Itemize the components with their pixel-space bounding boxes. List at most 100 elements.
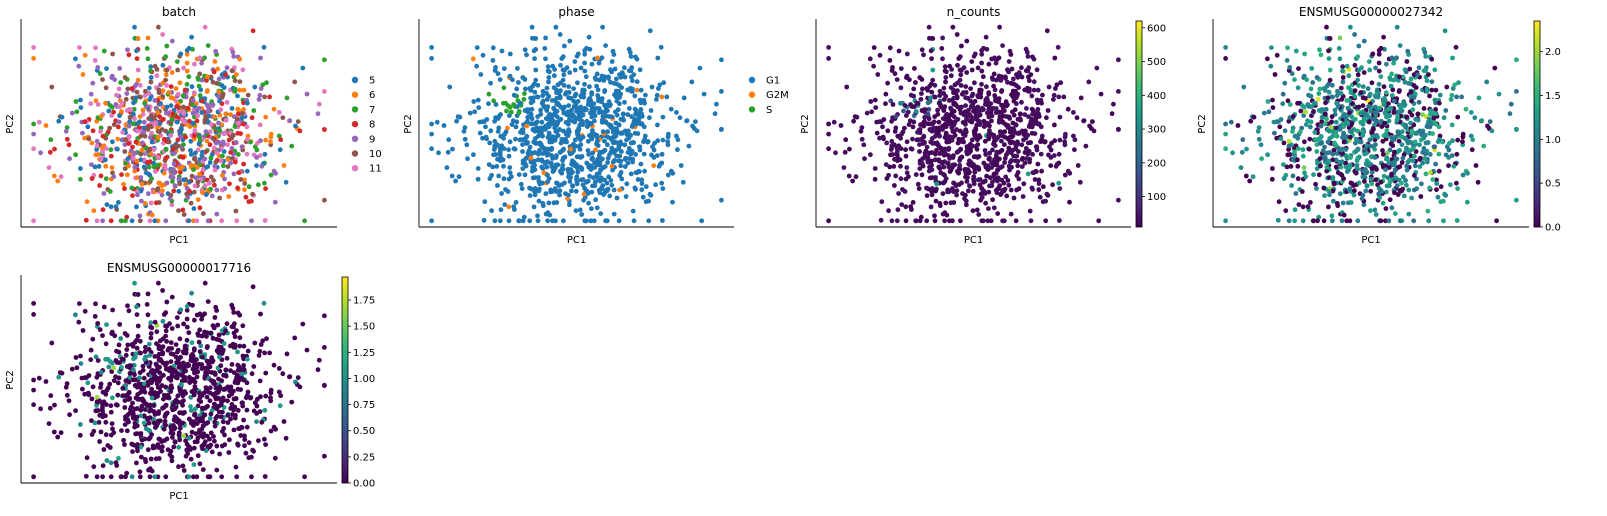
data-point: [1374, 87, 1380, 93]
data-point: [148, 79, 154, 85]
data-point: [292, 79, 298, 85]
data-point: [655, 138, 661, 144]
data-point: [1029, 185, 1035, 191]
data-point: [163, 77, 169, 83]
data-point: [250, 191, 256, 197]
data-point: [609, 59, 615, 64]
data-point: [540, 88, 546, 94]
data-point: [66, 142, 72, 148]
data-point: [1421, 106, 1427, 111]
data-point: [90, 384, 96, 390]
data-point: [986, 206, 991, 212]
data-point: [942, 218, 947, 224]
data-point: [628, 54, 634, 59]
data-point: [194, 218, 200, 224]
data-point: [252, 84, 258, 90]
data-point: [505, 125, 510, 131]
data-point: [217, 128, 223, 134]
data-point: [1266, 109, 1272, 115]
data-point: [875, 72, 881, 77]
data-point: [654, 97, 659, 102]
data-point: [125, 156, 131, 162]
data-point: [628, 171, 634, 177]
data-point: [1394, 55, 1399, 61]
data-point: [1429, 56, 1435, 62]
data-point: [1054, 82, 1060, 88]
data-point: [1031, 87, 1037, 93]
legend-label: 9: [369, 134, 375, 145]
data-point: [546, 113, 552, 118]
data-point: [647, 191, 653, 197]
data-point: [1376, 60, 1382, 66]
data-point: [1276, 199, 1282, 205]
data-point: [924, 86, 930, 91]
data-point: [674, 110, 679, 115]
data-point: [1302, 51, 1307, 57]
data-point: [578, 110, 584, 116]
data-point: [948, 200, 954, 206]
data-point: [1475, 179, 1481, 185]
data-point: [1382, 98, 1388, 103]
data-point: [999, 74, 1005, 80]
data-point: [929, 89, 935, 95]
data-point: [826, 131, 831, 137]
data-point: [1295, 100, 1300, 106]
data-point: [605, 129, 611, 135]
data-point: [588, 98, 593, 103]
data-point: [95, 152, 101, 157]
data-point: [142, 201, 148, 206]
data-point: [957, 162, 963, 168]
data-point: [1481, 143, 1487, 149]
data-point: [1356, 83, 1361, 88]
data-point: [1338, 147, 1344, 153]
data-point: [514, 104, 520, 110]
data-point: [885, 128, 891, 134]
data-point: [617, 187, 623, 193]
data-point: [988, 218, 994, 224]
data-point: [950, 162, 956, 168]
data-point: [826, 45, 831, 50]
data-point: [689, 79, 695, 85]
data-point: [1063, 131, 1068, 137]
data-point: [1281, 162, 1286, 168]
data-point: [582, 60, 587, 66]
data-point: [1347, 134, 1353, 140]
data-point: [1311, 218, 1316, 224]
data-point: [564, 90, 569, 95]
data-point: [619, 85, 624, 90]
data-point: [112, 333, 118, 339]
data-point: [664, 94, 670, 100]
data-point: [936, 125, 942, 131]
data-point: [184, 81, 190, 87]
data-point: [149, 139, 155, 145]
data-point: [1006, 163, 1012, 169]
data-point: [592, 113, 598, 119]
data-point: [188, 152, 194, 157]
data-point: [1387, 113, 1393, 119]
data-point: [558, 88, 563, 94]
data-point: [520, 149, 525, 154]
data-point: [134, 56, 140, 61]
data-point: [670, 170, 676, 176]
data-point: [137, 114, 143, 119]
data-point: [1454, 94, 1459, 100]
data-point: [1235, 123, 1241, 128]
data-point: [214, 443, 220, 449]
data-point: [88, 101, 94, 107]
data-point: [523, 141, 529, 146]
data-point: [95, 321, 101, 326]
data-point: [1027, 140, 1033, 145]
data-point: [925, 155, 931, 161]
data-point: [1345, 200, 1351, 206]
data-point: [539, 125, 545, 131]
data-point: [853, 174, 859, 180]
data-point: [544, 91, 550, 96]
data-point: [181, 212, 187, 217]
data-point: [114, 92, 119, 98]
data-point: [237, 79, 243, 85]
data-point: [1353, 116, 1358, 122]
data-point: [207, 398, 213, 404]
data-point: [940, 56, 945, 62]
data-point: [923, 107, 928, 113]
